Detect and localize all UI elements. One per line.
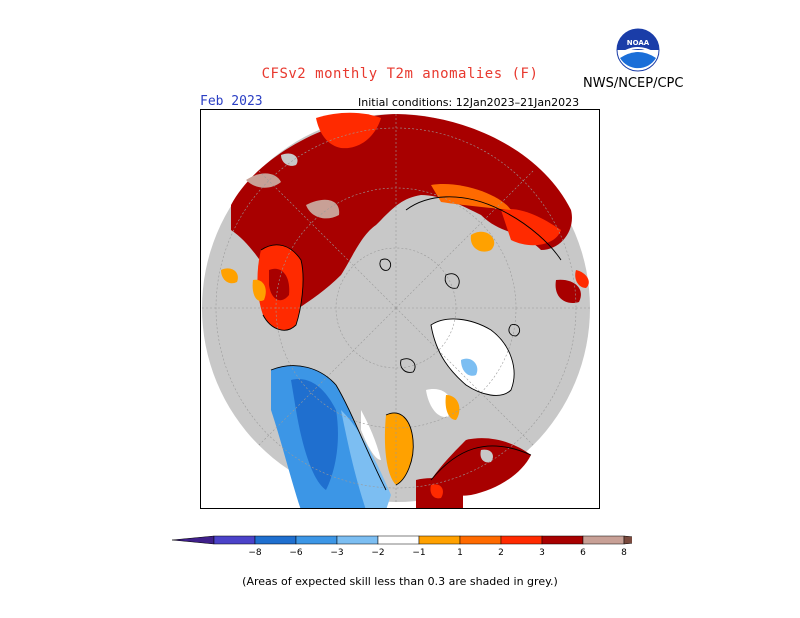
legend-tick-label: −1 bbox=[412, 548, 425, 558]
legend-tick-label: 3 bbox=[539, 548, 545, 558]
legend-tick-label: 2 bbox=[498, 548, 504, 558]
polar-map bbox=[200, 109, 600, 509]
legend-tick-label: −3 bbox=[330, 548, 343, 558]
legend-tick-label: 6 bbox=[580, 548, 586, 558]
legend-swatch-m1_1 bbox=[377, 535, 420, 545]
legend-swatch-3_6 bbox=[500, 535, 543, 545]
legend-swatch-2_3 bbox=[459, 535, 502, 545]
legend-tick-label: −2 bbox=[371, 548, 384, 558]
legend-tick-label: −6 bbox=[289, 548, 303, 558]
skill-footnote: (Areas of expected skill less than 0.3 a… bbox=[242, 575, 558, 588]
noaa-logo-text: NOAA bbox=[627, 39, 650, 47]
legend-arrow-low bbox=[171, 535, 215, 545]
chart-title: CFSv2 monthly T2m anomalies (F) bbox=[261, 66, 539, 82]
legend-swatch-1_2 bbox=[418, 535, 461, 545]
noaa-logo-icon: NOAA bbox=[616, 28, 660, 72]
noaa-logo: NOAA bbox=[616, 28, 660, 72]
legend-swatch-m8_m6 bbox=[213, 535, 256, 545]
legend-swatch-m6_m3 bbox=[254, 535, 297, 545]
eastern-canada-warm-region bbox=[384, 412, 414, 485]
polar-map-svg bbox=[201, 110, 599, 508]
forecast-month: Feb 2023 bbox=[200, 94, 263, 109]
agency-label: NWS/NCEP/CPC bbox=[583, 76, 684, 91]
legend-arrow-high bbox=[623, 535, 667, 545]
color-scale-svg: −8 −6 −3 −2 −1 1 2 3 6 8 bbox=[171, 535, 667, 558]
legend-swatch-m3_m2 bbox=[295, 535, 338, 545]
legend-swatch-6_8 bbox=[541, 535, 584, 545]
color-scale-legend: −8 −6 −3 −2 −1 1 2 3 6 8 bbox=[171, 532, 667, 562]
legend-tick-label: −8 bbox=[248, 548, 262, 558]
siberia-warm-region bbox=[231, 114, 572, 310]
legend-swatch-8_plus bbox=[582, 535, 625, 545]
greenland-neutral-region bbox=[431, 318, 515, 396]
labrador-warm-region bbox=[431, 438, 531, 496]
legend-tick-label: 1 bbox=[457, 548, 463, 558]
legend-tick-label: 8 bbox=[621, 548, 627, 558]
initial-conditions: Initial conditions: 12Jan2023–21Jan2023 bbox=[358, 96, 580, 109]
legend-swatch-m2_m1 bbox=[336, 535, 379, 545]
